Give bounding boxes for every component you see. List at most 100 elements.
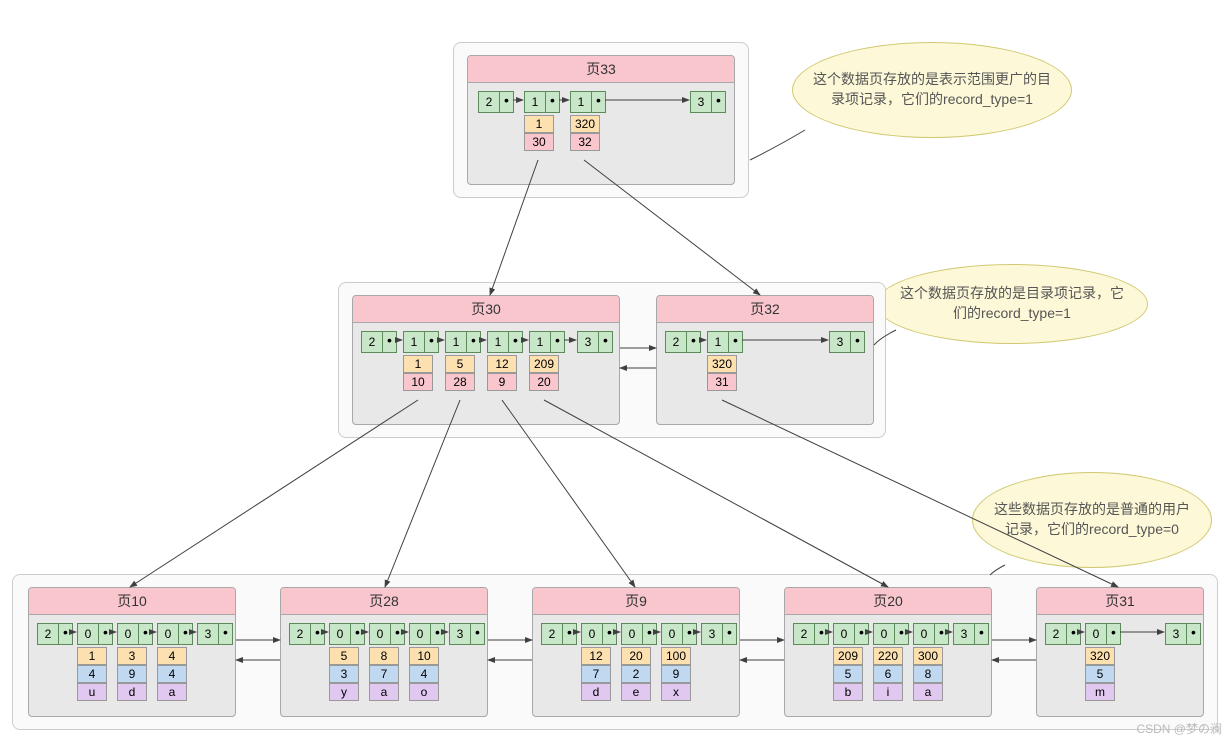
val-cell: 9 <box>661 665 691 683</box>
page-title: 页20 <box>785 588 991 615</box>
page-title: 页31 <box>1037 588 1203 615</box>
slot-head: 1 <box>445 331 467 353</box>
dot-icon: • <box>603 623 617 645</box>
dot-icon: • <box>1187 623 1201 645</box>
slot-head: 2 <box>478 91 500 113</box>
val-cell: d <box>117 683 147 701</box>
slot-head: 0 <box>621 623 643 645</box>
dot-icon: • <box>551 331 565 353</box>
key-cell: 5 <box>329 647 359 665</box>
key-cell: 20 <box>621 647 651 665</box>
dot-icon: • <box>467 331 481 353</box>
page-cell: 10 <box>403 373 433 391</box>
slot-head: 0 <box>409 623 431 645</box>
val-cell: 8 <box>913 665 943 683</box>
val-cell: a <box>157 683 187 701</box>
val-cell: a <box>369 683 399 701</box>
dot-icon: • <box>391 623 405 645</box>
dot-icon: • <box>99 623 113 645</box>
page-cell: 31 <box>707 373 737 391</box>
dot-icon: • <box>1107 623 1121 645</box>
key-cell: 320 <box>707 355 737 373</box>
key-cell: 320 <box>1085 647 1115 665</box>
key-cell: 12 <box>581 647 611 665</box>
dot-icon: • <box>729 331 743 353</box>
slot-head: 1 <box>403 331 425 353</box>
dot-icon: • <box>643 623 657 645</box>
dot-icon: • <box>723 623 737 645</box>
bubble-root: 这个数据页存放的是表示范围更广的目录项记录，它们的record_type=1 <box>792 42 1072 138</box>
dot-icon: • <box>599 331 613 353</box>
slot-head: 0 <box>77 623 99 645</box>
page-cell: 32 <box>570 133 600 151</box>
slot-head: 3 <box>690 91 712 113</box>
val-cell: 9 <box>117 665 147 683</box>
slot-head: 3 <box>449 623 471 645</box>
slot-head: 0 <box>329 623 351 645</box>
val-cell: 5 <box>833 665 863 683</box>
slot-head: 0 <box>913 623 935 645</box>
val-cell: 7 <box>581 665 611 683</box>
dot-icon: • <box>935 623 949 645</box>
dot-icon: • <box>139 623 153 645</box>
page-title: 页10 <box>29 588 235 615</box>
slot-head: 3 <box>197 623 219 645</box>
dot-icon: • <box>431 623 445 645</box>
slot-head: 1 <box>524 91 546 113</box>
key-cell: 209 <box>833 647 863 665</box>
page-title: 页30 <box>353 296 619 323</box>
val-cell: 5 <box>1085 665 1115 683</box>
slot-head: 3 <box>953 623 975 645</box>
dot-icon: • <box>687 331 701 353</box>
key-cell: 300 <box>913 647 943 665</box>
slot-head: 3 <box>829 331 851 353</box>
bubble-leaf: 这些数据页存放的是普通的用户记录，它们的record_type=0 <box>972 472 1212 568</box>
slot-head: 3 <box>577 331 599 353</box>
slot-head: 1 <box>529 331 551 353</box>
val-cell: 3 <box>329 665 359 683</box>
page-32: 页32 2 • 1 • 320 31 3 • <box>656 295 874 425</box>
page-title: 页33 <box>468 56 734 83</box>
slot-head: 2 <box>361 331 383 353</box>
slot-head: 1 <box>487 331 509 353</box>
page-28: 页28 2 • 0 • 5 3 y 0 • 8 7 a 0 • 10 4 o 3… <box>280 587 488 717</box>
page-cell: 20 <box>529 373 559 391</box>
key-cell: 320 <box>570 115 600 133</box>
slot-head: 0 <box>661 623 683 645</box>
slot-head: 2 <box>793 623 815 645</box>
slot-head: 2 <box>1045 623 1067 645</box>
page-10: 页10 2 • 0 • 1 4 u 0 • 3 9 d 0 • 4 4 a 3 … <box>28 587 236 717</box>
page-cell: 28 <box>445 373 475 391</box>
dot-icon: • <box>1067 623 1081 645</box>
bubble-text: 这个数据页存放的是目录项记录，它们的record_type=1 <box>895 284 1129 323</box>
dot-icon: • <box>563 623 577 645</box>
dot-icon: • <box>546 91 560 113</box>
key-cell: 100 <box>661 647 691 665</box>
dot-icon: • <box>179 623 193 645</box>
key-cell: 1 <box>77 647 107 665</box>
page-title: 页28 <box>281 588 487 615</box>
dot-icon: • <box>219 623 233 645</box>
page-9: 页9 2 • 0 • 12 7 d 0 • 20 2 e 0 • 100 9 x… <box>532 587 740 717</box>
key-cell: 220 <box>873 647 903 665</box>
slot-head: 3 <box>701 623 723 645</box>
slot-head: 0 <box>369 623 391 645</box>
page-title: 页32 <box>657 296 873 323</box>
val-cell: y <box>329 683 359 701</box>
dot-icon: • <box>59 623 73 645</box>
page-cell: 30 <box>524 133 554 151</box>
dot-icon: • <box>851 331 865 353</box>
bubble-text: 这些数据页存放的是普通的用户记录，它们的record_type=0 <box>991 500 1193 539</box>
key-cell: 1 <box>524 115 554 133</box>
page-31: 页31 2 • 0 • 320 5 m 3 • <box>1036 587 1204 717</box>
dot-icon: • <box>855 623 869 645</box>
slot-head: 2 <box>289 623 311 645</box>
val-cell: a <box>913 683 943 701</box>
slot-head: 0 <box>1085 623 1107 645</box>
slot-head: 0 <box>157 623 179 645</box>
slot-head: 2 <box>37 623 59 645</box>
bubble-mid: 这个数据页存放的是目录项记录，它们的record_type=1 <box>876 264 1148 344</box>
val-cell: u <box>77 683 107 701</box>
val-cell: 4 <box>77 665 107 683</box>
key-cell: 12 <box>487 355 517 373</box>
